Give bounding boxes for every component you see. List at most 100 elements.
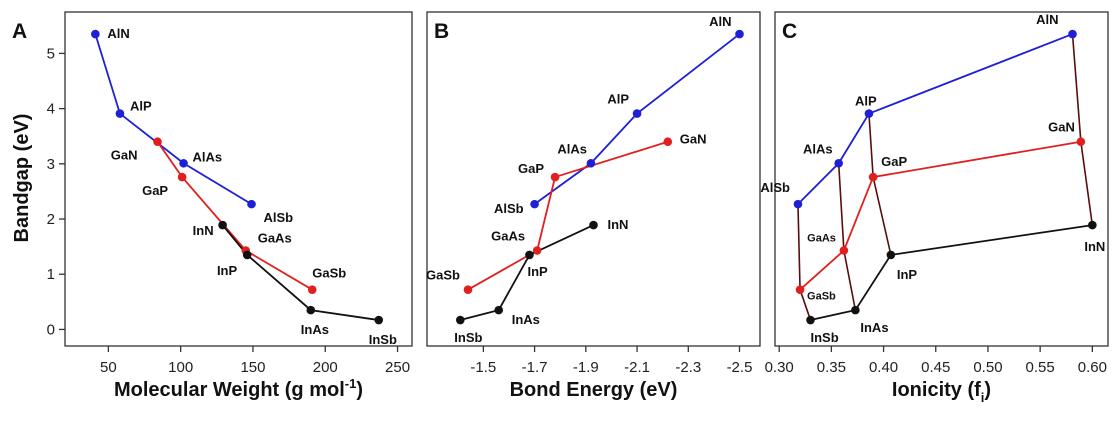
series-line (534, 33, 741, 205)
point-label: GaN (111, 148, 138, 163)
point-label: GaSb (807, 291, 836, 303)
point-label: InAs (301, 322, 329, 337)
data-point (177, 172, 187, 182)
x-axis-label-main: Molecular Weight (g mol (114, 379, 345, 401)
point-label: InP (217, 263, 238, 278)
data-point (632, 109, 642, 118)
x-tick-label: 0.60 (1078, 359, 1107, 376)
x-tick-label: 0.30 (765, 359, 794, 376)
data-point (793, 199, 803, 209)
y-axis-label: Bandgap (eV) (11, 114, 33, 243)
point-label: AlN (107, 26, 129, 41)
point-label: GaP (518, 161, 544, 176)
x-tick-label: 0.45 (921, 359, 950, 376)
data-point (530, 199, 539, 209)
y-tick-label: 4 (47, 101, 55, 118)
point-label: AlAs (557, 141, 587, 156)
point-label: GaAs (807, 232, 836, 244)
data-point (839, 246, 849, 255)
data-point (456, 315, 465, 325)
y-tick-label: 1 (47, 266, 55, 283)
x-tick-label: -1.7 (522, 359, 548, 376)
x-tick-label: -1.5 (470, 359, 496, 376)
point-label: InSb (454, 330, 482, 345)
point-label: AlP (855, 94, 877, 109)
data-point (586, 158, 596, 168)
data-point (179, 158, 188, 168)
point-label: AlSb (494, 201, 524, 216)
point-label: GaSb (312, 266, 346, 281)
point-label: InN (608, 217, 629, 232)
data-point (247, 199, 256, 209)
x-tick-label: 50 (100, 359, 117, 376)
data-point (463, 285, 473, 294)
series-line (810, 224, 1093, 321)
data-point (886, 250, 896, 260)
data-point (851, 305, 860, 315)
point-label: GaAs (258, 230, 292, 245)
point-label: AlSb (760, 180, 790, 195)
point-label: AlAs (803, 141, 833, 156)
x-axis-label: Bond Energy (eV) (510, 379, 678, 401)
data-point (735, 29, 744, 39)
x-tick-label: -1.9 (573, 359, 599, 376)
y-tick-label: 0 (47, 321, 55, 338)
data-point (532, 246, 542, 255)
data-point (795, 285, 805, 294)
x-axis-label: Molecular Weight (g mol-1) (114, 376, 363, 401)
data-point (1068, 29, 1077, 39)
data-point (115, 109, 125, 118)
x-tick-label: 200 (313, 359, 338, 376)
point-label: AlSb (264, 210, 294, 225)
x-tick-label: -2.5 (727, 359, 753, 376)
x-axis-label-tail: ) (356, 379, 363, 401)
y-tick-label: 5 (47, 45, 55, 62)
data-point (307, 285, 317, 294)
point-label: AlN (1036, 12, 1058, 27)
series-line (467, 140, 669, 291)
point-label: GaP (142, 183, 168, 198)
point-label: InP (527, 264, 548, 279)
data-point (589, 220, 598, 230)
x-axis-label-tail: ) (984, 379, 991, 401)
point-label: GaAs (491, 228, 525, 243)
data-point (834, 158, 843, 168)
point-label: InSb (810, 330, 838, 345)
series-line (797, 33, 1073, 205)
point-label: AlN (709, 14, 731, 29)
point-label: AlP (130, 99, 152, 114)
data-point (525, 250, 534, 260)
panel-letter: C (782, 20, 797, 43)
plot-frame (774, 11, 1109, 347)
x-axis-label: Ionicity (fi) (892, 379, 991, 405)
x-tick-label: -2.1 (624, 359, 650, 376)
data-point (242, 250, 252, 260)
series-line (799, 140, 1082, 291)
point-label: InP (897, 267, 918, 282)
x-axis-label-main: Ionicity (f (892, 379, 981, 401)
series-line (156, 141, 313, 291)
data-point (91, 29, 100, 39)
data-point (306, 305, 316, 315)
point-label: AlP (607, 92, 629, 107)
connector-line (868, 113, 892, 256)
panel-b: B -1.5 -1.7 -1.9 -2.1 -2.3 -2.5 Bond Energy (eV… (426, 11, 761, 401)
x-tick-label: 250 (385, 359, 410, 376)
data-point (663, 137, 673, 147)
x-axis-label-superscript: -1 (345, 376, 357, 391)
x-tick-label: 0.35 (817, 359, 846, 376)
data-point (153, 137, 162, 147)
data-point (374, 315, 384, 325)
series-line (94, 33, 252, 205)
plot-frame (64, 11, 413, 347)
point-label: GaN (1048, 120, 1075, 135)
point-label: InAs (860, 320, 888, 335)
point-label: GaN (680, 132, 707, 147)
x-tick-label: 0.50 (973, 359, 1002, 376)
point-label: InAs (512, 312, 540, 327)
panel-letter: B (434, 20, 449, 43)
point-label: InN (1084, 239, 1105, 254)
data-point (864, 109, 874, 118)
plot-frame (426, 11, 761, 347)
data-point (1076, 137, 1086, 147)
